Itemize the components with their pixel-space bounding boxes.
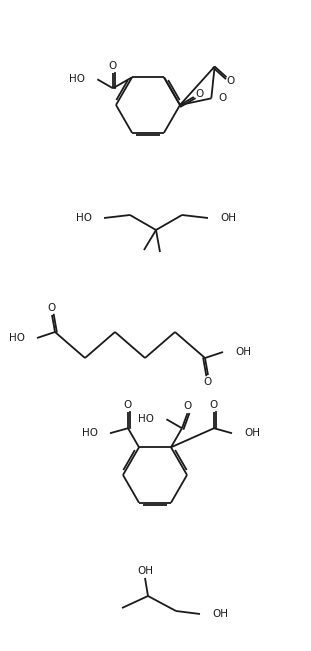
Text: HO: HO — [69, 74, 85, 84]
Text: OH: OH — [244, 428, 260, 438]
Text: HO: HO — [82, 428, 98, 438]
Text: O: O — [195, 89, 203, 99]
Text: O: O — [204, 377, 212, 387]
Text: O: O — [227, 76, 235, 86]
Text: O: O — [183, 401, 192, 411]
Text: OH: OH — [212, 609, 228, 619]
Text: HO: HO — [9, 333, 25, 343]
Text: OH: OH — [137, 566, 153, 576]
Text: OH: OH — [235, 347, 251, 357]
Text: O: O — [109, 61, 117, 72]
Text: OH: OH — [220, 213, 236, 223]
Text: O: O — [218, 93, 226, 104]
Text: HO: HO — [138, 414, 155, 424]
Text: O: O — [124, 400, 132, 410]
Text: O: O — [210, 400, 218, 410]
Text: HO: HO — [76, 213, 92, 223]
Text: O: O — [48, 303, 56, 313]
